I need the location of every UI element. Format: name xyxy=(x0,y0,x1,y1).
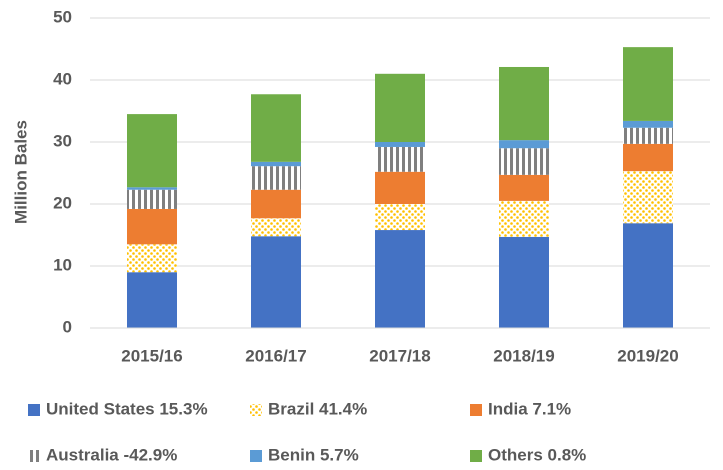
bar-segment xyxy=(251,218,301,237)
legend-label: Benin 5.7% xyxy=(268,445,359,464)
bar-segment xyxy=(127,189,177,209)
bar-segment xyxy=(499,148,549,175)
legend-label: India 7.1% xyxy=(488,399,571,418)
legend-swatch xyxy=(250,404,262,416)
bar-segment xyxy=(623,171,673,224)
bar-segment xyxy=(251,236,301,328)
bar-segment xyxy=(375,142,425,147)
x-tick-label: 2018/19 xyxy=(493,346,554,365)
legend-swatch xyxy=(470,450,482,462)
y-tick-label: 10 xyxy=(53,255,72,274)
bar-segment xyxy=(375,171,425,204)
y-tick-label: 50 xyxy=(53,7,72,26)
bar-segment xyxy=(375,73,425,142)
bar-segment xyxy=(375,146,425,172)
bar-segment xyxy=(375,230,425,328)
legend-label: Australia -42.9% xyxy=(46,445,177,464)
x-tick-label: 2015/16 xyxy=(121,346,182,365)
bar-segment xyxy=(251,161,301,167)
bar-segment xyxy=(623,47,673,121)
bar-segment xyxy=(499,66,549,141)
bar-segment xyxy=(499,174,549,201)
y-axis-label: Million Bales xyxy=(11,120,30,224)
bar-segment xyxy=(251,94,301,162)
bar-segment xyxy=(375,204,425,231)
bar-segment xyxy=(623,120,673,128)
bar-segment xyxy=(127,272,177,328)
x-tick-label: 2019/20 xyxy=(617,346,678,365)
bar-segment xyxy=(623,223,673,328)
x-tick-label: 2017/18 xyxy=(369,346,430,365)
bar-segment xyxy=(251,166,301,190)
legend-swatch xyxy=(28,450,40,462)
y-tick-label: 0 xyxy=(63,317,72,336)
bar-segment xyxy=(499,140,549,149)
legend-swatch xyxy=(250,450,262,462)
bar-segment xyxy=(499,236,549,328)
bar-segment xyxy=(127,244,177,273)
bar-segment xyxy=(499,200,549,237)
legend-swatch xyxy=(470,404,482,416)
y-tick-label: 40 xyxy=(53,69,72,88)
bar-segment xyxy=(127,114,177,188)
legend-swatch xyxy=(28,404,40,416)
bar-segment xyxy=(127,208,177,245)
bar-segment xyxy=(251,189,301,219)
y-tick-label: 20 xyxy=(53,193,72,212)
x-tick-label: 2016/17 xyxy=(245,346,306,365)
legend-label: United States 15.3% xyxy=(46,399,208,418)
bar-segment xyxy=(623,143,673,172)
legend-label: Others 0.8% xyxy=(488,445,586,464)
y-tick-label: 30 xyxy=(53,131,72,150)
bar-segment xyxy=(127,187,177,190)
bar-segment xyxy=(623,127,673,144)
legend-label: Brazil 41.4% xyxy=(268,399,367,418)
